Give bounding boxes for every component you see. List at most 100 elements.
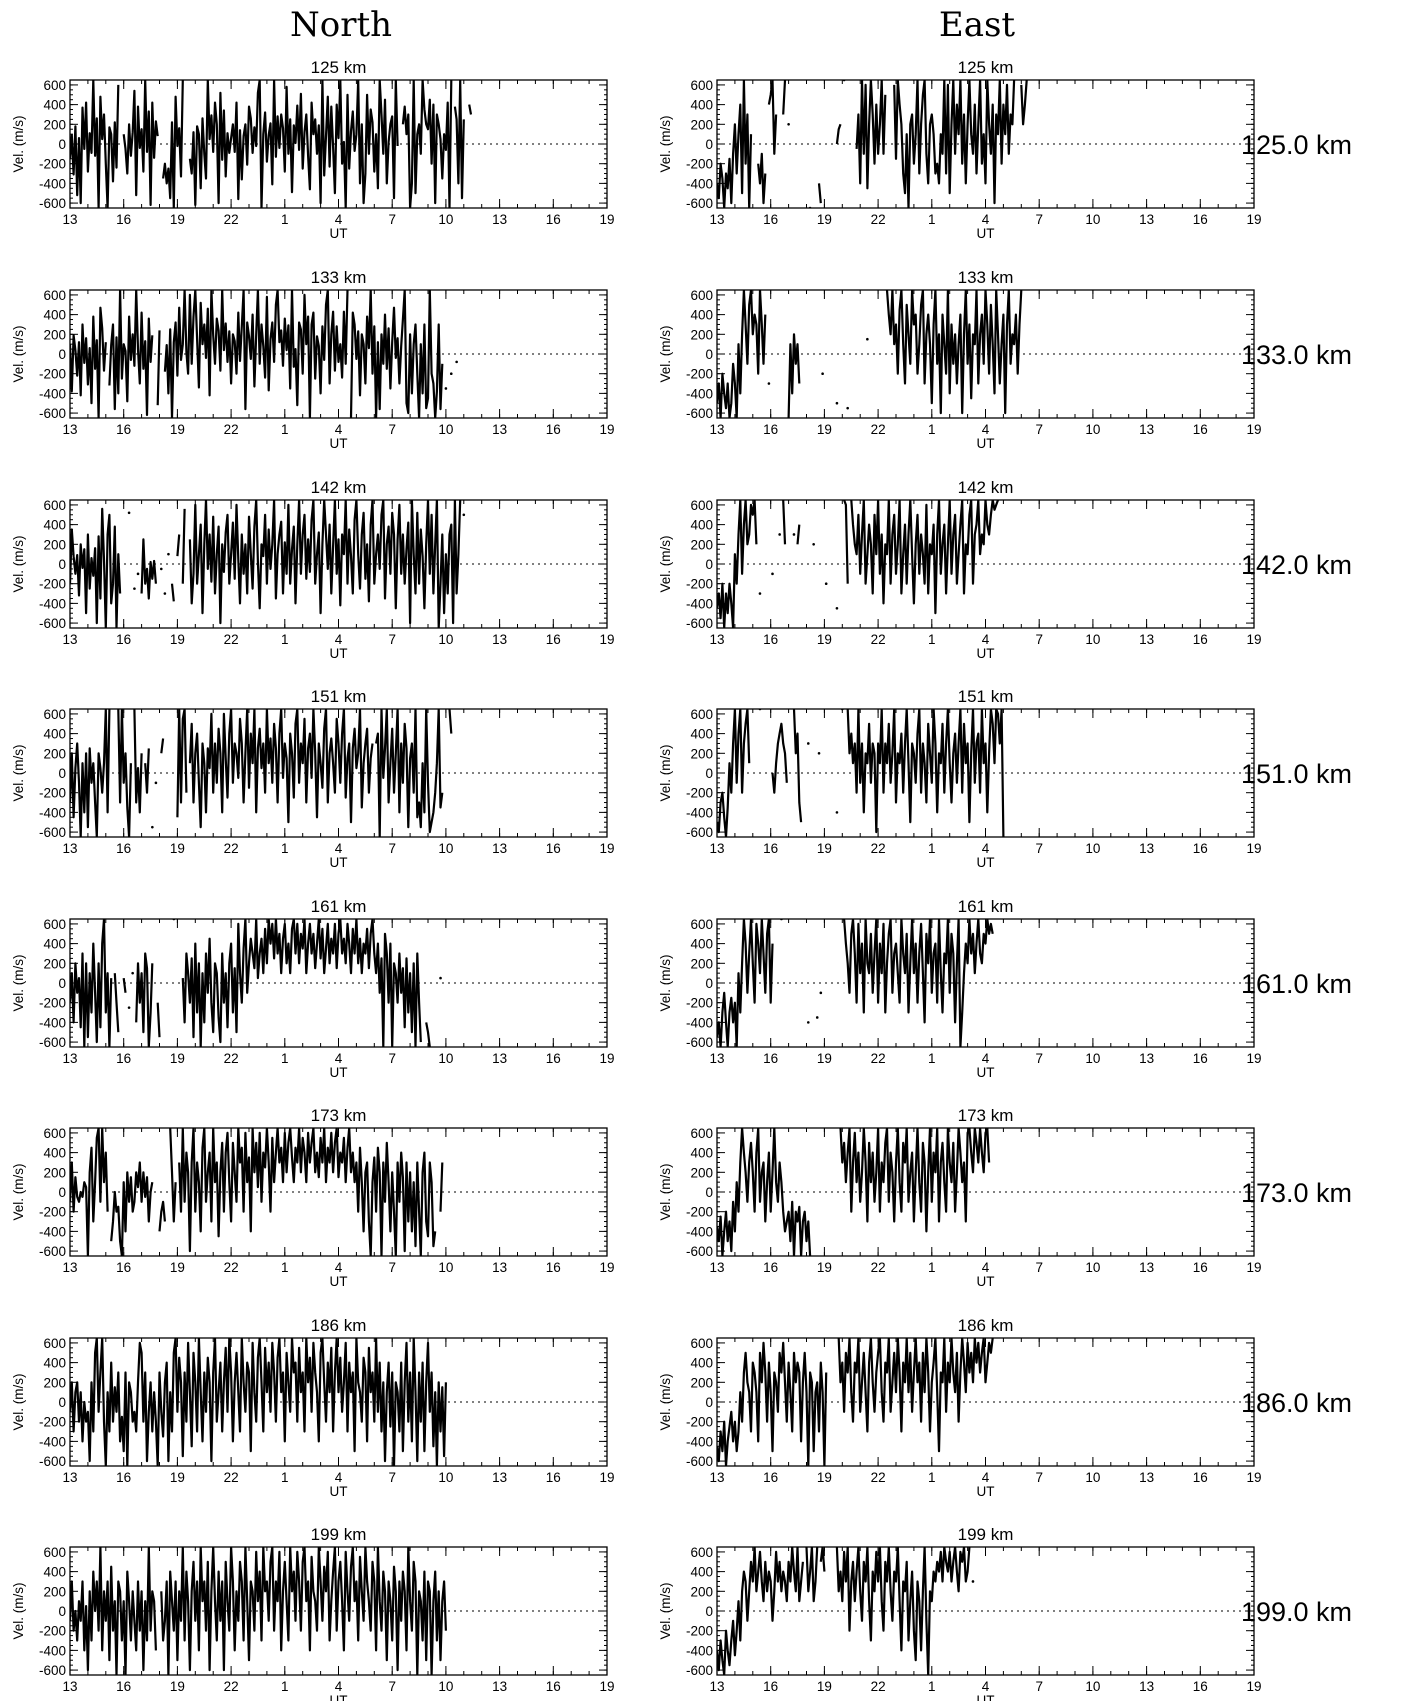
x-tick-label: 4 [982,841,990,856]
y-tick-label: 400 [43,937,66,952]
velocity-series-line [70,80,473,208]
x-axis-label: UT [330,226,348,241]
panel-title: 151 km [958,687,1014,706]
x-tick-label: 22 [224,1470,239,1485]
x-tick-label: 13 [1139,422,1154,437]
velocity-series-line [717,500,1000,628]
x-tick-label: 19 [599,422,614,437]
y-tick-label: -600 [39,1454,66,1469]
y-tick-label: -400 [39,1015,66,1030]
x-tick-label: 13 [709,1260,724,1275]
velocity-data-point [767,382,771,385]
y-tick-label: 400 [690,1146,713,1161]
x-tick-label: 16 [546,1260,561,1275]
y-tick-label: 600 [690,288,713,303]
y-tick-label: -400 [39,176,66,191]
x-tick-label: 19 [1246,422,1261,437]
x-tick-label: 22 [871,422,886,437]
velocity-data-point [167,552,170,556]
panel-title: 173 km [311,1106,367,1125]
x-tick-label: 19 [817,632,832,647]
y-tick-label: 600 [43,288,66,303]
x-tick-label: 10 [438,841,453,856]
x-tick-label: 10 [438,632,453,647]
x-tick-label: 1 [928,1260,936,1275]
x-tick-label: 22 [224,212,239,227]
y-tick-label: -400 [39,386,66,401]
y-tick-label: 200 [690,537,713,552]
x-tick-label: 16 [116,1470,131,1485]
panel-title: 133 km [958,268,1014,287]
panel-east-173km: 173 km 13 16 19 22 1 4 7 10 13 16 19 -600 -400 -200 0 20… [658,1106,1262,1289]
x-tick-label: 1 [281,1051,289,1066]
x-tick-label: 13 [1139,1679,1154,1694]
y-tick-label: 200 [690,117,713,132]
y-tick-label: 0 [705,347,713,362]
x-tick-label: 7 [1035,1470,1043,1485]
velocity-series-line [70,500,464,628]
y-tick-label: -600 [39,825,66,840]
y-tick-label: 600 [43,1126,66,1141]
y-tick-label: 600 [690,1545,713,1560]
velocity-data-point [771,572,774,576]
panel-north-173km: 173 km 13 16 19 22 1 4 7 10 13 16 19 -600 -400 -200 0 20… [11,1106,615,1289]
x-tick-label: 19 [1246,841,1261,856]
altitude-label: 173.0 km [1241,1178,1352,1208]
x-tick-label: 22 [871,841,886,856]
y-tick-label: 200 [690,956,713,971]
altitude-label: 142.0 km [1241,550,1352,580]
y-tick-label: 400 [43,308,66,323]
velocity-series-line [70,290,457,418]
y-tick-label: 600 [43,1545,66,1560]
y-tick-label: 200 [43,1584,66,1599]
panel-title: 173 km [958,1106,1014,1125]
x-tick-label: 19 [170,1679,185,1694]
x-tick-label: 4 [335,841,343,856]
y-tick-label: 600 [43,498,66,513]
x-tick-label: 22 [871,632,886,647]
y-tick-label: 0 [58,1395,66,1410]
y-tick-label: 200 [43,537,66,552]
panel-north-199km: 199 km 13 16 19 22 1 4 7 10 13 16 19 -600 -400 -200 0 20… [11,1525,615,1701]
x-tick-label: 16 [546,422,561,437]
x-tick-label: 16 [763,1260,778,1275]
panel-title: 125 km [311,58,367,77]
x-tick-label: 13 [492,841,507,856]
panel-north-151km: 151 km 13 16 19 22 1 4 7 10 13 16 19 -600 -400 -200 0 20… [11,687,615,870]
panel-east-125km: 125 km 13 16 19 22 1 4 7 10 13 16 19 -600 -400 -200 0 20… [658,58,1262,241]
y-tick-label: -400 [686,805,713,820]
y-tick-label: -400 [686,1224,713,1239]
y-tick-label: 0 [58,766,66,781]
x-tick-label: 19 [170,841,185,856]
y-tick-label: 400 [690,727,713,742]
y-tick-label: -400 [686,386,713,401]
y-axis-label: Vel. (m/s) [658,1163,673,1220]
velocity-data-point [787,123,790,126]
y-tick-label: -200 [39,1415,66,1430]
velocity-series-line [717,290,1023,418]
velocity-data-point [439,976,442,980]
y-tick-label: -600 [686,1454,713,1469]
x-tick-label: 16 [116,212,131,227]
panel-title: 125 km [958,58,1014,77]
x-tick-label: 4 [982,632,990,647]
x-tick-label: 22 [224,841,239,856]
velocity-data-point [462,513,466,517]
x-tick-label: 13 [62,841,77,856]
y-tick-label: -200 [39,996,66,1011]
x-tick-label: 1 [281,1260,289,1275]
x-tick-label: 19 [170,1260,185,1275]
x-tick-label: 4 [335,1051,343,1066]
velocity-series-line [717,919,994,1047]
x-tick-label: 16 [763,212,778,227]
column-title: East [939,5,1016,45]
x-tick-label: 19 [170,1051,185,1066]
y-tick-label: -200 [686,996,713,1011]
x-axis-label: UT [977,646,995,661]
velocity-series-line [717,1128,991,1256]
x-axis-label: UT [977,1484,995,1499]
x-axis-label: UT [330,1693,348,1701]
x-tick-label: 13 [1139,841,1154,856]
y-tick-label: 400 [690,1565,713,1580]
